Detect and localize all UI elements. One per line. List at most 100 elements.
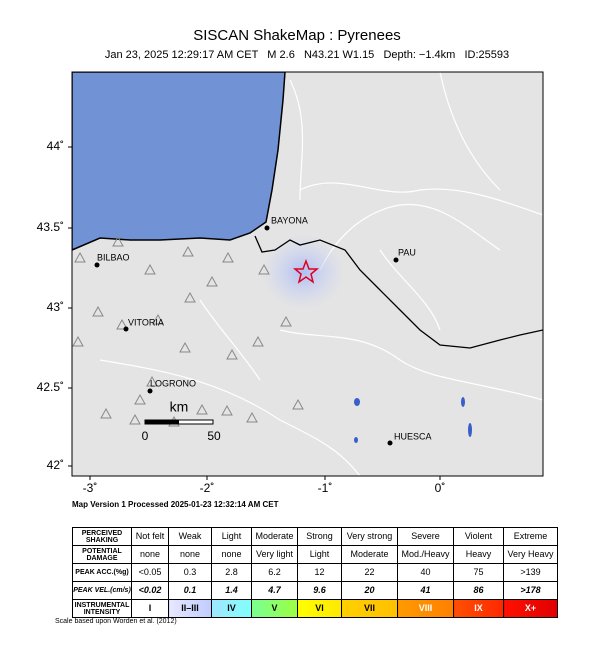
table-row: INSTRUMENTAL INTENSITY I II–III IV V VI VII VII… (72, 599, 558, 618)
processed-note: Map Version 1 Processed 2025-01-23 12:32… (72, 500, 279, 509)
table-row: PEAK VEL.(cm/s) <0.02 0.1 1.4 4.7 9.6 20 41 86 >1… (72, 581, 558, 600)
station (74, 251, 86, 263)
x-axis-label: -3˚ (83, 481, 98, 495)
ocean (72, 72, 286, 251)
city-label: HUESCA (394, 431, 432, 441)
map-area (72, 72, 543, 476)
y-axis-label: 43.5˚ (37, 220, 64, 234)
table-cell: Heavy (453, 545, 504, 564)
station (72, 335, 84, 347)
city-dot (393, 257, 399, 263)
table-cell: >178 (503, 581, 558, 600)
row-header: INSTRUMENTAL INTENSITY (72, 599, 132, 618)
city-dot (123, 326, 129, 332)
x-axis-label: -2˚ (200, 481, 215, 495)
scale-label: 0 (142, 429, 149, 443)
table-cell: 41 (397, 581, 454, 600)
table-cell: IV (211, 599, 252, 618)
table-cell: 0.3 (168, 563, 212, 582)
station (92, 305, 104, 317)
city-label: LOGRONO (150, 378, 196, 388)
title: SISCAN ShakeMap : Pyrenees (193, 27, 401, 44)
station (134, 393, 146, 405)
table-cell: Moderate (251, 527, 298, 546)
station (179, 341, 191, 353)
epicenter (292, 258, 320, 284)
scale-label: 50 (207, 429, 221, 443)
table-cell: VIII (397, 599, 454, 618)
city-label: BAYONA (271, 215, 308, 225)
map-frame (71, 71, 544, 477)
row-header: PEAK ACC.(%g) (72, 563, 132, 582)
table-row: POTENTIAL DAMAGE none none none Very light Li… (72, 545, 558, 564)
table-cell: none (131, 545, 169, 564)
table-cell: Severe (397, 527, 454, 546)
x-axis-label: 0˚ (435, 481, 446, 495)
table-cell: 4.7 (251, 581, 298, 600)
station (100, 407, 112, 419)
table-cell: 22 (341, 563, 398, 582)
row-header: PERCEIVED SHAKING (72, 527, 132, 546)
table-cell: 40 (397, 563, 454, 582)
city-dot (147, 388, 153, 394)
table-cell: 2.8 (211, 563, 252, 582)
table-cell: Extreme (503, 527, 558, 546)
table-cell: VI (297, 599, 342, 618)
table-cell: Violent (453, 527, 504, 546)
table-cell: 12 (297, 563, 342, 582)
subtitle: Jan 23, 2025 12:29:17 AM CET M 2.6 N43.2… (105, 49, 509, 61)
x-axis-label: -1˚ (318, 481, 333, 495)
station (112, 235, 124, 247)
city-dot (264, 225, 270, 231)
row-header: PEAK VEL.(cm/s) (72, 581, 132, 600)
table-cell: Moderate (341, 545, 398, 564)
table-cell: 9.6 (297, 581, 342, 600)
station (258, 263, 270, 275)
table-cell: Mod./Heavy (397, 545, 454, 564)
table-cell: 86 (453, 581, 504, 600)
y-axis-label: 42˚ (47, 458, 64, 472)
table-cell: II–III (168, 599, 212, 618)
table-cell: Light (211, 527, 252, 546)
city-label: PAU (398, 247, 416, 257)
table-cell: Strong (297, 527, 342, 546)
intensity-scale-table: PERCEIVED SHAKING Not felt Weak Light Modera… (72, 527, 558, 618)
table-cell: 1.4 (211, 581, 252, 600)
table-cell: I (131, 599, 169, 618)
station (252, 335, 264, 347)
table-cell: none (168, 545, 212, 564)
table-cell: <0.05 (131, 563, 169, 582)
table-cell: 75 (453, 563, 504, 582)
city-dot (387, 440, 393, 446)
station (182, 245, 194, 257)
scale-unit: km (170, 399, 189, 415)
table-cell: Very strong (341, 527, 398, 546)
table-cell: none (211, 545, 252, 564)
table-cell: 0.1 (168, 581, 212, 600)
scale-bar-fill (145, 420, 179, 424)
table-cell: Not felt (131, 527, 169, 546)
table-cell: VII (341, 599, 398, 618)
rivers (99, 72, 543, 476)
table-cell: Very Heavy (503, 545, 558, 564)
station (152, 313, 164, 325)
station (226, 348, 238, 360)
city-label: BILBAO (97, 252, 130, 262)
table-cell: Very light (251, 545, 298, 564)
station (222, 251, 234, 263)
table-cell: IX (453, 599, 504, 618)
border (254, 235, 543, 349)
station (246, 411, 258, 423)
footnote: Scale based upon Worden et al. (2012) (55, 618, 177, 625)
table-cell: Weak (168, 527, 212, 546)
table-cell: V (251, 599, 298, 618)
station (206, 275, 218, 287)
stations (72, 235, 304, 427)
table-cell: Light (297, 545, 342, 564)
station (116, 318, 128, 330)
station (196, 403, 208, 415)
station (146, 375, 158, 387)
y-axis-label: 44˚ (47, 139, 64, 153)
